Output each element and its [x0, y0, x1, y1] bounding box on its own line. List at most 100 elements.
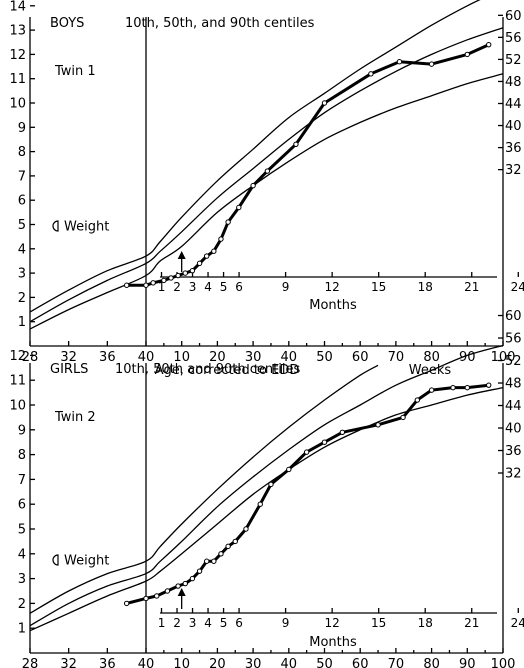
twin-weight-point: [196, 260, 203, 267]
x-tick-label: 40: [138, 350, 155, 365]
x-tick-label: 100: [491, 657, 516, 668]
y-tick-label-kg: 8: [18, 145, 26, 160]
y-tick-label-lb: 48: [505, 377, 522, 392]
twin-weight-point: [339, 429, 346, 435]
centile-curve-10th: [29, 386, 504, 632]
month-tick-label: 15: [371, 616, 386, 630]
y-tick-label-kg: 9: [18, 423, 26, 438]
x-axis-title: Age, corrected to EDD: [155, 363, 300, 378]
y-tick-label-lb: 44: [505, 399, 522, 414]
y-tick-label-lb: 52: [505, 53, 522, 68]
month-tick-label: 5: [220, 616, 228, 630]
twin-weight-point: [225, 543, 231, 550]
twin-weight-point: [400, 414, 406, 421]
centile-curve-50th: [29, 27, 504, 323]
twin-weight-point: [293, 141, 299, 148]
y-tick-label-lb: 36: [505, 444, 522, 459]
y-tick-label-kg: 6: [18, 498, 26, 513]
month-tick-label: 3: [189, 616, 197, 630]
twin-weight-point: [321, 439, 328, 445]
y-tick-label-kg: 8: [18, 448, 26, 463]
y-tick-label-kg: 3: [18, 267, 26, 282]
x-tick-label: 70: [388, 350, 405, 365]
month-tick-label: 12: [324, 280, 339, 294]
x-tick-label: 40: [138, 657, 155, 668]
y-tick-label-kg: 7: [18, 473, 26, 488]
twin-weight-point: [182, 270, 188, 276]
y-tick-label-lb: 40: [505, 119, 522, 134]
twin-weight-point: [486, 382, 492, 388]
y-tick-label-kg: 10: [9, 399, 26, 414]
chart-panel-boys: 1234567891011121314323640444852566064682…: [9, 0, 524, 378]
y-tick-label-lb: 60: [505, 9, 522, 24]
month-tick-label: 4: [204, 280, 212, 294]
twin-weight-point: [182, 580, 188, 587]
month-tick-label: 18: [418, 280, 433, 294]
y-tick-label-lb: 56: [505, 332, 522, 347]
y-tick-label-kg: 13: [9, 24, 26, 39]
x-tick-label: 28: [22, 657, 39, 668]
discharge-arrow-head: [177, 251, 186, 259]
y-tick-label-lb: 32: [505, 467, 522, 482]
x-tick-label: 50: [316, 657, 333, 668]
x-tick-label: 90: [459, 657, 476, 668]
twin-weight-point: [414, 397, 421, 403]
y-tick-label-kg: 14: [9, 0, 26, 14]
month-tick-label: 1: [158, 280, 166, 294]
twin-weight-point: [236, 204, 242, 211]
x-tick-label: 20: [209, 657, 226, 668]
y-tick-label-kg: 4: [18, 547, 26, 562]
weight-legend-icon: [52, 220, 59, 232]
twin-weight-point: [368, 71, 374, 77]
twin-weight-point: [464, 51, 470, 58]
twin-weight-point: [321, 100, 328, 106]
twin-weight-point: [428, 61, 435, 67]
twin-weight-point: [450, 384, 456, 391]
twin-weight-point: [211, 558, 217, 564]
chart-title: GIRLS: [50, 362, 88, 377]
twin-weight-point: [243, 526, 249, 532]
x-tick-label: 36: [99, 350, 116, 365]
twin-weight-point: [486, 41, 492, 48]
twin-weight-point: [286, 466, 292, 473]
twin-weight-point: [464, 384, 470, 391]
month-tick-label: 24: [511, 280, 524, 294]
twin-weight-point: [396, 58, 403, 65]
y-tick-label-kg: 1: [18, 622, 26, 637]
twin-weight-point: [225, 219, 231, 225]
y-tick-label-lb: 52: [505, 354, 522, 369]
twin-weight-point: [150, 280, 156, 286]
x-tick-label: 50: [316, 350, 333, 365]
twin-weight-point: [154, 593, 160, 599]
y-tick-label-kg: 2: [18, 597, 26, 612]
twin-weight-point: [164, 588, 171, 594]
x-tick-label: 100: [491, 350, 516, 365]
month-tick-label: 2: [173, 616, 181, 630]
x-tick-label: 28: [22, 350, 39, 365]
month-tick-label: 9: [282, 280, 290, 294]
y-tick-label-kg: 5: [18, 218, 26, 233]
month-tick-label: 6: [235, 616, 243, 630]
x-tick-label: 60: [352, 350, 369, 365]
chart-title: BOYS: [50, 16, 84, 31]
y-tick-label-kg: 6: [18, 194, 26, 209]
x-tick-label: 60: [352, 657, 369, 668]
twin-label: Twin 1: [54, 64, 96, 79]
x-tick-label: 70: [388, 657, 405, 668]
y-tick-label-kg: 5: [18, 523, 26, 538]
x-tick-label: 30: [245, 350, 262, 365]
y-tick-label-kg: 12: [9, 349, 26, 364]
twin-weight-point: [218, 551, 224, 557]
twin-weight-point: [189, 575, 196, 582]
twin-weight-point: [196, 568, 203, 574]
y-tick-label-kg: 9: [18, 121, 26, 136]
y-tick-label-kg: 3: [18, 572, 26, 587]
twin-weight-point: [143, 282, 149, 288]
twin-weight-point: [168, 275, 174, 281]
y-tick-label-kg: 2: [18, 291, 26, 306]
chart-subtitle: 10th, 50th and 90th centiles: [115, 362, 300, 377]
month-tick-label: 3: [189, 280, 197, 294]
twin-weight-point: [375, 422, 381, 428]
y-tick-label-kg: 12: [9, 48, 26, 63]
twin-weight-point: [123, 600, 130, 607]
